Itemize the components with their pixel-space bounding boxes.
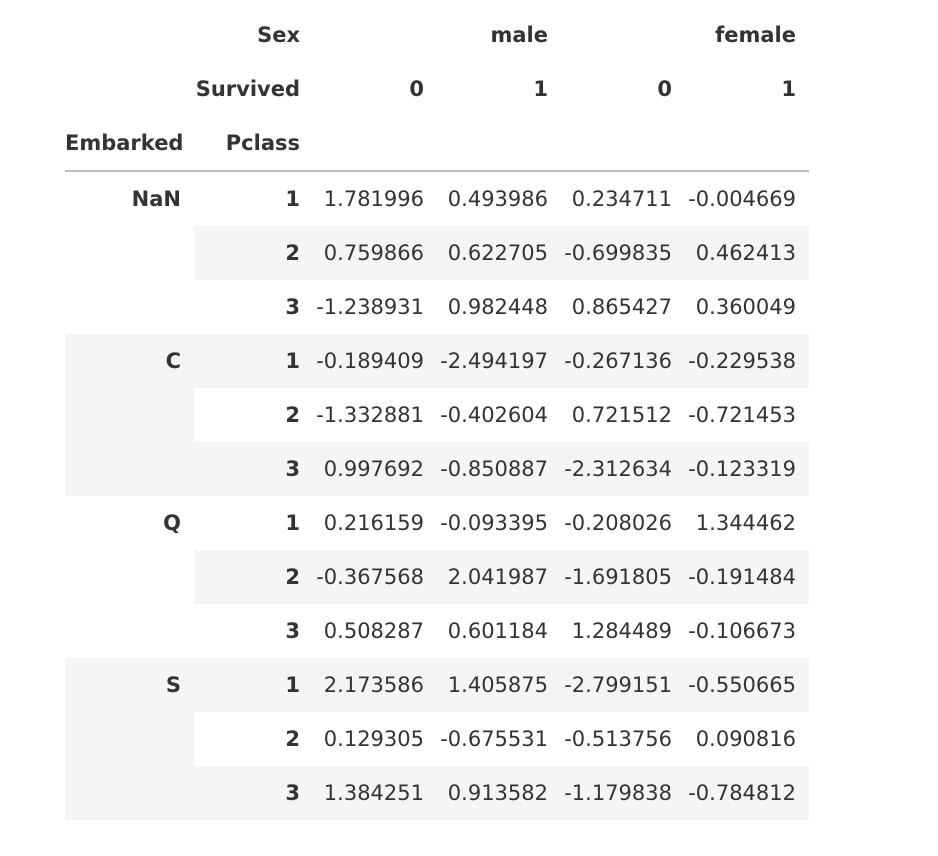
value-cell: -0.402604 bbox=[440, 403, 548, 427]
header-row-survived: Survived 0 1 0 1 bbox=[65, 62, 809, 116]
header-row-sex: Sex male female bbox=[65, 8, 809, 62]
table-row: 2 0.759866 0.622705 -0.699835 0.462413 bbox=[65, 226, 809, 280]
pclass-label: 2 bbox=[285, 403, 300, 427]
value-cell: -0.675531 bbox=[440, 727, 548, 751]
header-survived-value: 1 bbox=[533, 77, 548, 101]
pclass-label: 3 bbox=[285, 295, 300, 319]
header-survived-value: 0 bbox=[409, 77, 424, 101]
pclass-label: 3 bbox=[285, 781, 300, 805]
table-body: NaN 1 1.781996 0.493986 0.234711 -0.004669 2 0.… bbox=[65, 172, 809, 820]
value-cell: -0.229538 bbox=[688, 349, 796, 373]
value-cell: 1.781996 bbox=[323, 187, 424, 211]
pclass-label: 3 bbox=[285, 457, 300, 481]
value-cell: -0.191484 bbox=[688, 565, 796, 589]
table-row: 2 -0.367568 2.041987 -1.691805 -0.191484 bbox=[65, 550, 809, 604]
value-cell: -0.208026 bbox=[564, 511, 672, 535]
index-name-embarked: Embarked bbox=[65, 131, 184, 155]
value-cell: 0.982448 bbox=[447, 295, 548, 319]
value-cell: -0.106673 bbox=[688, 619, 796, 643]
value-cell: 1.284489 bbox=[571, 619, 672, 643]
value-cell: 0.360049 bbox=[695, 295, 796, 319]
value-cell: -2.312634 bbox=[564, 457, 672, 481]
value-cell: -2.799151 bbox=[564, 673, 672, 697]
value-cell: -2.494197 bbox=[440, 349, 548, 373]
value-cell: 0.865427 bbox=[571, 295, 672, 319]
header-row-index-names: Embarked Pclass bbox=[65, 116, 809, 170]
value-cell: 0.462413 bbox=[695, 241, 796, 265]
value-cell: 0.493986 bbox=[447, 187, 548, 211]
embarked-label: NaN bbox=[131, 187, 181, 211]
value-cell: -1.691805 bbox=[564, 565, 672, 589]
value-cell: -0.267136 bbox=[564, 349, 672, 373]
value-cell: -0.699835 bbox=[564, 241, 672, 265]
value-cell: 0.090816 bbox=[695, 727, 796, 751]
table-row: 3 0.997692 -0.850887 -2.312634 -0.123319 bbox=[65, 442, 809, 496]
pclass-label: 1 bbox=[285, 511, 300, 535]
value-cell: 0.622705 bbox=[447, 241, 548, 265]
table-row: C 1 -0.189409 -2.494197 -0.267136 -0.229538 bbox=[65, 334, 809, 388]
value-cell: 1.384251 bbox=[323, 781, 424, 805]
table-row: S 1 2.173586 1.405875 -2.799151 -0.550665 bbox=[65, 658, 809, 712]
pclass-label: 2 bbox=[285, 727, 300, 751]
dataframe-table: Sex male female Survived 0 1 0 1 Embarke… bbox=[65, 8, 809, 820]
embarked-label: C bbox=[165, 349, 181, 373]
value-cell: -0.189409 bbox=[316, 349, 424, 373]
pclass-label: 2 bbox=[285, 565, 300, 589]
pclass-label: 1 bbox=[285, 673, 300, 697]
embarked-label: Q bbox=[163, 511, 181, 535]
table-row: Q 1 0.216159 -0.093395 -0.208026 1.344462 bbox=[65, 496, 809, 550]
header-divider bbox=[65, 170, 809, 172]
pclass-label: 2 bbox=[285, 241, 300, 265]
value-cell: -0.550665 bbox=[688, 673, 796, 697]
value-cell: 0.601184 bbox=[447, 619, 548, 643]
table-row: NaN 1 1.781996 0.493986 0.234711 -0.004669 bbox=[65, 172, 809, 226]
value-cell: 1.344462 bbox=[695, 511, 796, 535]
value-cell: -0.850887 bbox=[440, 457, 548, 481]
value-cell: -1.332881 bbox=[316, 403, 424, 427]
value-cell: -1.238931 bbox=[316, 295, 424, 319]
value-cell: 0.913582 bbox=[447, 781, 548, 805]
table-row: 2 -1.332881 -0.402604 0.721512 -0.721453 bbox=[65, 388, 809, 442]
pclass-label: 1 bbox=[285, 349, 300, 373]
embarked-label: S bbox=[165, 673, 181, 697]
value-cell: 2.041987 bbox=[447, 565, 548, 589]
value-cell: 0.129305 bbox=[323, 727, 424, 751]
pclass-label: 1 bbox=[285, 187, 300, 211]
header-sex-female: female bbox=[715, 23, 796, 47]
value-cell: -0.093395 bbox=[440, 511, 548, 535]
header-sex-male: male bbox=[490, 23, 549, 47]
index-name-pclass: Pclass bbox=[225, 131, 300, 155]
value-cell: -0.721453 bbox=[688, 403, 796, 427]
value-cell: 0.234711 bbox=[571, 187, 672, 211]
value-cell: 0.508287 bbox=[323, 619, 424, 643]
value-cell: -0.123319 bbox=[688, 457, 796, 481]
table-row: 3 -1.238931 0.982448 0.865427 0.360049 bbox=[65, 280, 809, 334]
value-cell: 0.216159 bbox=[323, 511, 424, 535]
value-cell: -0.004669 bbox=[688, 187, 796, 211]
value-cell: -1.179838 bbox=[564, 781, 672, 805]
header-survived-label: Survived bbox=[195, 77, 300, 101]
pclass-label: 3 bbox=[285, 619, 300, 643]
header-survived-value: 1 bbox=[781, 77, 796, 101]
value-cell: 0.997692 bbox=[323, 457, 424, 481]
value-cell: -0.784812 bbox=[688, 781, 796, 805]
header-survived-value: 0 bbox=[657, 77, 672, 101]
value-cell: 0.759866 bbox=[323, 241, 424, 265]
header-sex-label: Sex bbox=[257, 23, 300, 47]
value-cell: -0.513756 bbox=[564, 727, 672, 751]
table-row: 3 0.508287 0.601184 1.284489 -0.106673 bbox=[65, 604, 809, 658]
value-cell: 0.721512 bbox=[571, 403, 672, 427]
value-cell: 1.405875 bbox=[447, 673, 548, 697]
table-row: 2 0.129305 -0.675531 -0.513756 0.090816 bbox=[65, 712, 809, 766]
value-cell: -0.367568 bbox=[316, 565, 424, 589]
table-row: 3 1.384251 0.913582 -1.179838 -0.784812 bbox=[65, 766, 809, 820]
value-cell: 2.173586 bbox=[323, 673, 424, 697]
